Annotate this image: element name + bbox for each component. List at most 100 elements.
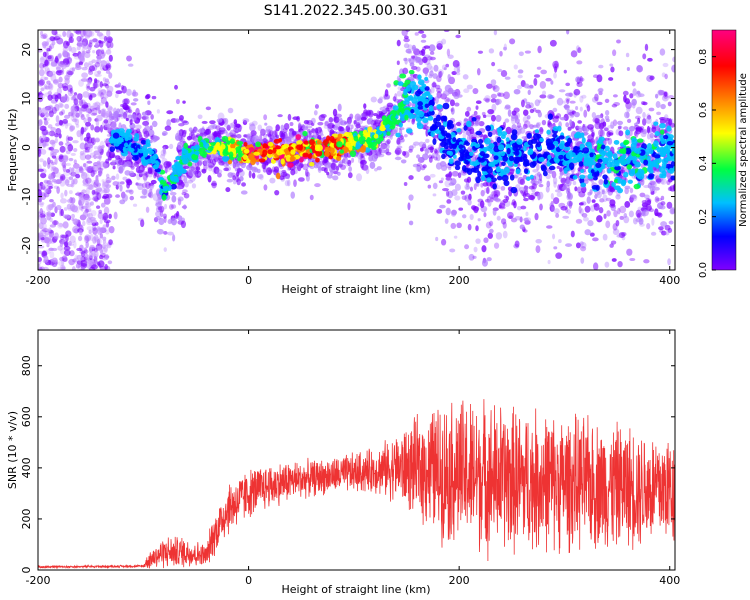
- spectrogram-point: [314, 104, 319, 109]
- spectrogram-point: [499, 202, 506, 209]
- spectrogram-point: [73, 30, 81, 34]
- spectrogram-point: [475, 238, 481, 244]
- spectrogram-point: [476, 68, 481, 76]
- spectrogram-point: [524, 50, 532, 54]
- spectrogram-point: [480, 189, 485, 197]
- spectrogram-point: [623, 126, 629, 130]
- spectrogram-point: [448, 158, 454, 165]
- spectrogram-point: [554, 115, 560, 119]
- spectrogram-point: [554, 66, 558, 73]
- spectrogram-point: [40, 31, 44, 36]
- spectrogram-point: [562, 184, 567, 190]
- spectrogram-point: [99, 124, 104, 133]
- spectrogram-point: [174, 84, 178, 90]
- spectrogram-point: [577, 125, 582, 130]
- spectrogram-point: [85, 187, 90, 196]
- spectrogram-point: [412, 163, 419, 168]
- spectrogram-point: [55, 204, 62, 210]
- spectrogram-point: [644, 43, 649, 52]
- spectrogram-point: [594, 93, 599, 102]
- spectrogram-point: [70, 113, 74, 121]
- spectrogram-point: [490, 98, 497, 103]
- spectrogram-point: [101, 195, 108, 200]
- spectrogram-point: [542, 90, 547, 96]
- spectrogram-point: [519, 216, 523, 223]
- spectrogram-point: [249, 123, 256, 132]
- spectrogram-point: [612, 49, 617, 57]
- spectrogram-point: [654, 196, 660, 203]
- spectrogram-point: [39, 57, 46, 64]
- spectrogram-point: [531, 183, 537, 190]
- spectrogram-point: [598, 122, 605, 130]
- spectrogram-point: [197, 114, 203, 119]
- spectrogram-point: [54, 57, 60, 64]
- spectrogram-point: [118, 166, 122, 174]
- spectrogram-point: [635, 209, 642, 218]
- spectrogram-point: [86, 183, 93, 190]
- spectrogram-point: [347, 122, 351, 128]
- spectrogram-point: [59, 242, 64, 247]
- spectrogram-point: [51, 30, 58, 36]
- spectrogram-point: [369, 161, 376, 169]
- spectrogram-point: [83, 247, 88, 254]
- spectrogram-point: [496, 215, 501, 221]
- spectrogram-point: [377, 98, 383, 104]
- spectrogram-point: [81, 50, 86, 57]
- spectrogram-point: [416, 154, 421, 159]
- spectrogram-point: [508, 215, 513, 219]
- spectrogram-point: [486, 83, 493, 89]
- spectrogram-point: [563, 146, 571, 151]
- spectrogram-point: [456, 94, 463, 98]
- spectrogram-point: [61, 258, 65, 267]
- spectrogram-point: [102, 236, 107, 241]
- spectrogram-point: [87, 116, 92, 123]
- spectrogram-point: [650, 181, 655, 186]
- spectrogram-point: [126, 88, 132, 96]
- spectrogram-point: [275, 134, 280, 139]
- spectrogram-point: [546, 225, 553, 229]
- spectrogram-point: [100, 60, 107, 68]
- spectrogram-point: [48, 185, 53, 190]
- spectrogram-point: [439, 204, 446, 209]
- spectrogram-point: [573, 88, 581, 96]
- spectrogram-point: [510, 116, 515, 122]
- spectrogram-point: [181, 120, 188, 124]
- spectrogram-point: [607, 129, 614, 136]
- spectrogram-point: [85, 202, 92, 208]
- spectrogram-point: [584, 229, 592, 236]
- spectrogram-point: [148, 191, 154, 199]
- spectrogram-point: [450, 108, 454, 112]
- spectrogram-point: [458, 207, 464, 211]
- spectrogram-point: [66, 203, 72, 210]
- spectrogram-point: [471, 117, 477, 122]
- spectrogram-point: [514, 240, 520, 248]
- spectrogram-point: [71, 266, 76, 270]
- spectrogram-point: [108, 239, 113, 246]
- spectrogram-point: [622, 90, 629, 96]
- spectrogram-point: [402, 67, 409, 75]
- spectrogram-point: [649, 75, 655, 81]
- spectrogram-point: [99, 233, 104, 239]
- spectrogram-point: [48, 110, 54, 118]
- spectrogram-point: [246, 164, 253, 171]
- spectrogram-point: [236, 156, 242, 162]
- spectrogram-point: [611, 258, 617, 262]
- spectrogram-point: [333, 125, 339, 131]
- spectrogram-point: [89, 86, 96, 92]
- spectrogram-point: [550, 80, 554, 85]
- spectrogram-point: [579, 75, 583, 83]
- spectrogram-point: [282, 128, 288, 133]
- spectrogram-point: [656, 111, 662, 116]
- spectrogram-point: [500, 150, 506, 157]
- spectrogram-point: [73, 53, 81, 60]
- spectrogram-point: [636, 65, 642, 72]
- spectrogram-point: [624, 187, 629, 195]
- spectrogram-point: [631, 102, 636, 109]
- spectrogram-point: [490, 114, 496, 122]
- spectrogram-point: [141, 111, 148, 116]
- spectrogram-point: [38, 147, 42, 155]
- spectrogram-point: [84, 166, 91, 171]
- spectrogram-point: [548, 165, 556, 171]
- spectrogram-point: [57, 82, 64, 89]
